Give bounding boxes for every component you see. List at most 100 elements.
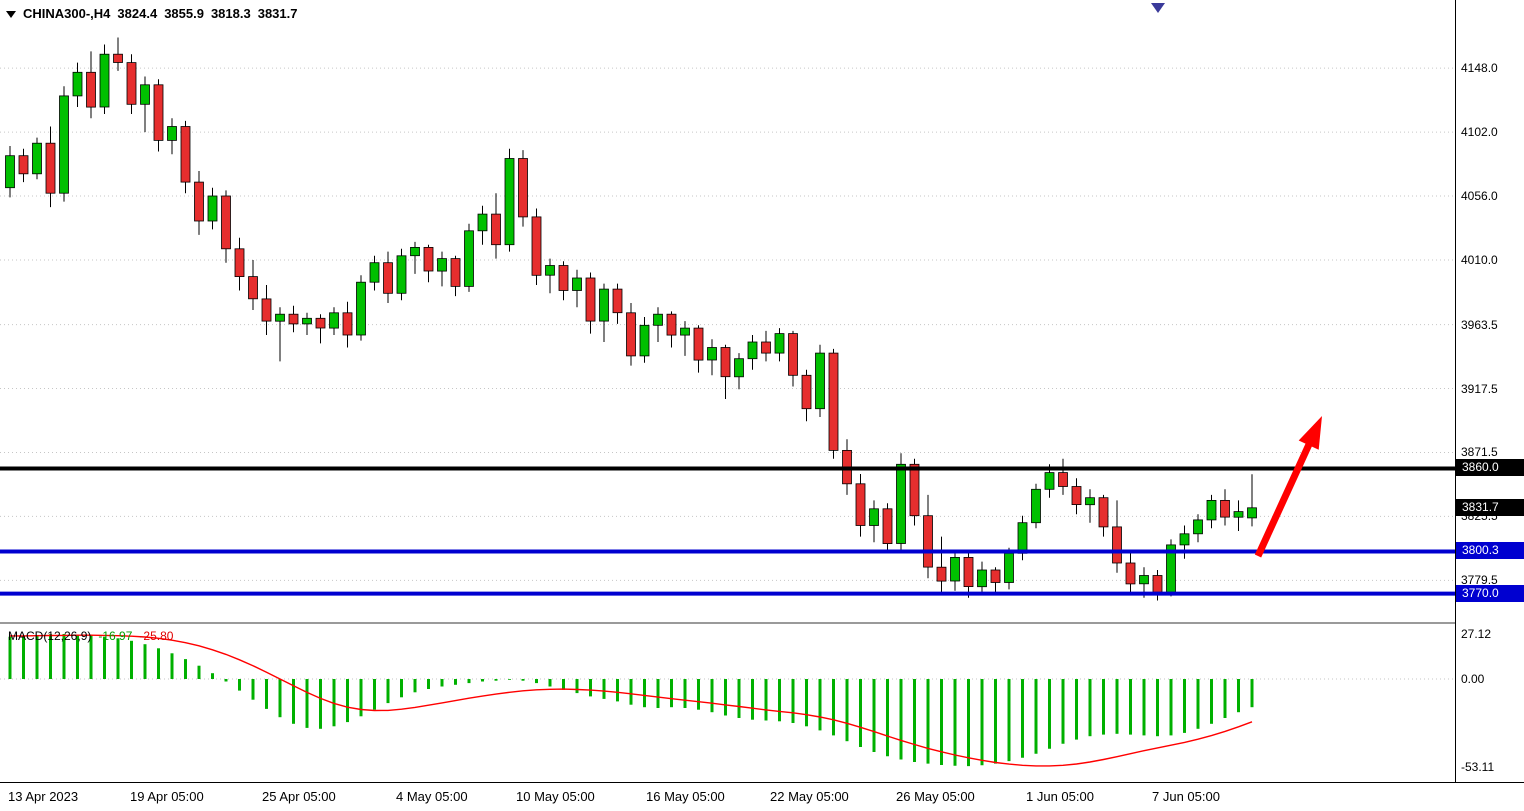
- candle-body: [612, 288, 623, 314]
- candle-body: [86, 71, 96, 108]
- candle-body: [653, 313, 663, 326]
- time-tick-label: 4 May 05:00: [396, 789, 468, 804]
- candle-body: [882, 508, 893, 544]
- macd-signal-line: [10, 634, 1253, 767]
- candle-body: [288, 313, 299, 325]
- candle-body: [518, 158, 528, 218]
- time-tick-label: 25 Apr 05:00: [262, 789, 336, 804]
- quote-header: CHINA300-,H4 3824.4 3855.9 3818.3 3831.7: [6, 6, 297, 21]
- candle-body: [45, 142, 56, 194]
- candle-body: [1125, 562, 1136, 585]
- macd-name: MACD(12,26,9): [8, 629, 92, 643]
- candle-body: [572, 277, 582, 291]
- candle-body: [828, 352, 839, 451]
- candle-body: [1193, 519, 1203, 535]
- candle-body: [774, 333, 785, 354]
- candle-body: [329, 312, 339, 329]
- pane-separator[interactable]: [0, 622, 1524, 624]
- candle-body: [477, 213, 488, 232]
- candle-body: [1004, 552, 1014, 583]
- candle-body: [1098, 497, 1109, 528]
- candle-body: [693, 327, 704, 361]
- candle-body: [423, 246, 434, 272]
- candle-body: [1044, 472, 1055, 490]
- price-tick-label: 3917.5: [1461, 382, 1498, 396]
- price-chart-pane[interactable]: CHINA300-,H4 3824.4 3855.9 3818.3 3831.7…: [0, 0, 1455, 782]
- candle-body: [747, 341, 758, 360]
- candle-body: [59, 95, 69, 194]
- macd-tick-label: -53.11: [1461, 760, 1495, 774]
- trend-arrow-shaft[interactable]: [1254, 438, 1315, 558]
- candle-body: [950, 557, 960, 582]
- time-tick-label: 10 May 05:00: [516, 789, 595, 804]
- time-tick-label: 19 Apr 05:00: [130, 789, 204, 804]
- price-tick-label: 4102.0: [1461, 125, 1498, 139]
- time-tick-label: 1 Jun 05:00: [1026, 789, 1094, 804]
- price-tick-label: 4056.0: [1461, 189, 1498, 203]
- candle-body: [1058, 472, 1068, 487]
- chart-shift-icon[interactable]: [1151, 3, 1165, 13]
- current-price-badge: 3831.7: [1456, 499, 1524, 516]
- candle-body: [1085, 497, 1095, 506]
- macd-signal-value: -25.80: [139, 629, 174, 643]
- candle-body: [761, 341, 771, 354]
- time-tick-label: 13 Apr 2023: [8, 789, 79, 804]
- time-tick-label: 22 May 05:00: [770, 789, 849, 804]
- candle-body: [909, 463, 920, 517]
- candle-body: [221, 195, 231, 250]
- candle-body: [126, 62, 137, 105]
- candle-body: [207, 195, 218, 222]
- candle-body: [248, 276, 258, 300]
- candle-body: [869, 508, 879, 526]
- candle-body: [72, 71, 83, 97]
- macd-main-value: -16.97: [98, 629, 133, 643]
- candle-body: [896, 463, 906, 544]
- resistance-level-badge: 3860.0: [1456, 459, 1524, 476]
- macd-tick-label: 0.00: [1461, 672, 1485, 686]
- candle-body: [5, 155, 15, 189]
- candle-body: [261, 298, 272, 322]
- time-tick-label: 7 Jun 05:00: [1152, 789, 1220, 804]
- candle-body: [707, 347, 717, 361]
- quote-open: 3824.4: [117, 6, 158, 21]
- candle-body: [18, 155, 29, 175]
- candle-body: [504, 158, 515, 246]
- candle-body: [666, 313, 677, 336]
- candle-body: [639, 324, 650, 357]
- candle-body: [734, 358, 744, 378]
- candle-body: [1139, 575, 1149, 585]
- candle-body: [491, 213, 501, 246]
- candle-body: [140, 84, 150, 105]
- candle-body: [437, 258, 447, 272]
- candle-body: [855, 483, 866, 526]
- time-axis[interactable]: 13 Apr 2023 19 Apr 05:00 25 Apr 05:00 4 May…: [0, 782, 1524, 811]
- candle-body: [410, 246, 420, 257]
- candle-body: [545, 265, 555, 276]
- price-tick-label: 3779.5: [1461, 573, 1498, 587]
- price-axis[interactable]: 4148.0 4102.0 4056.0 4010.0 3963.5 3917.5 3871…: [1455, 0, 1524, 782]
- candle-body: [369, 262, 380, 283]
- candle-body: [32, 142, 42, 175]
- price-tick-label: 4010.0: [1461, 253, 1498, 267]
- candle-body: [936, 566, 947, 582]
- symbol-label: CHINA300-,H4: [23, 6, 111, 21]
- candle-body: [383, 262, 393, 294]
- quote-close: 3831.7: [257, 6, 298, 21]
- candle-body: [1017, 522, 1028, 554]
- candle-body: [1220, 499, 1230, 518]
- candle-body: [194, 181, 204, 222]
- candle-body: [356, 281, 366, 336]
- candle-body: [1247, 507, 1257, 519]
- candle-body: [585, 277, 596, 322]
- candle-body: [720, 347, 731, 378]
- trend-arrow-head[interactable]: [1298, 416, 1322, 450]
- candle-body: [1179, 533, 1190, 546]
- candle-body: [990, 569, 1001, 583]
- candle-body: [315, 317, 326, 329]
- chart-canvas[interactable]: [0, 0, 1455, 782]
- candle-body: [558, 265, 569, 291]
- candle-body: [113, 53, 123, 63]
- candle-body: [167, 126, 177, 141]
- symbol-dropdown-icon[interactable]: [6, 10, 16, 18]
